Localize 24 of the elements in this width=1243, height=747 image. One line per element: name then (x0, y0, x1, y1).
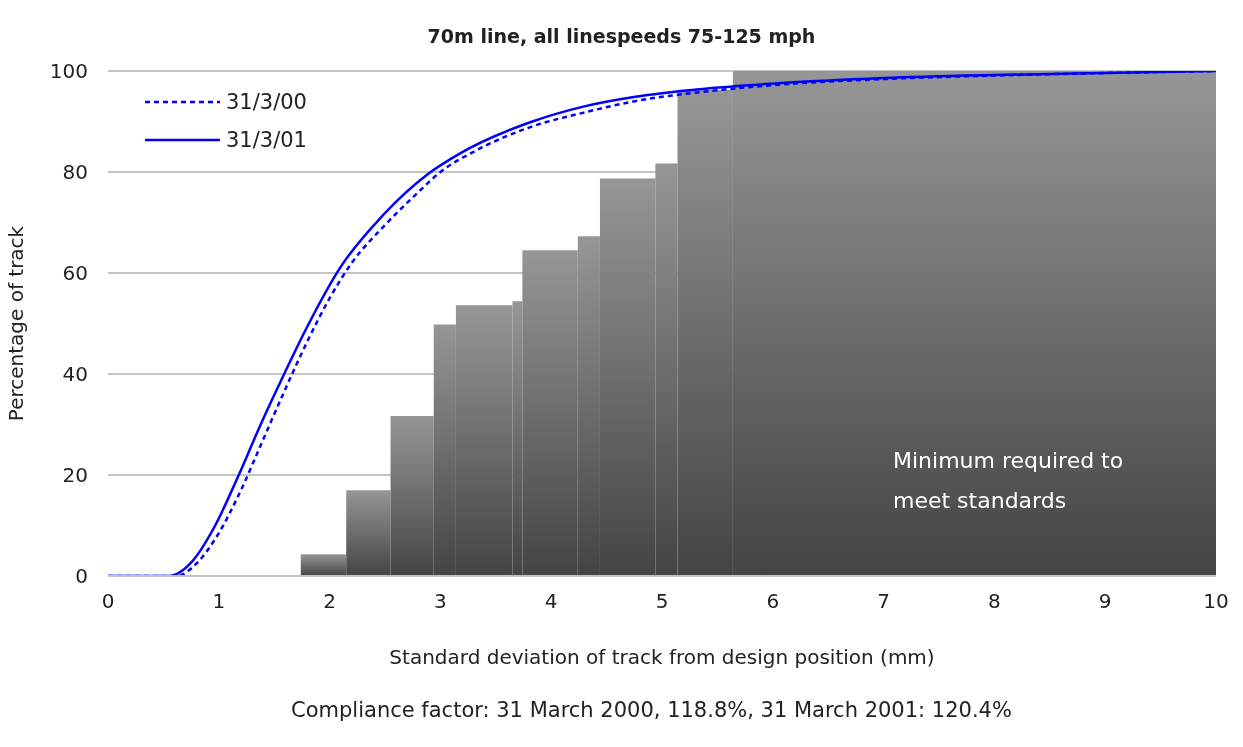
legend-label: 31/3/00 (226, 90, 307, 114)
y-tick-label: 20 (62, 463, 88, 488)
text: Compliance factor: 31 March 2000, 118.8%, 31 March 2001: 120.4% (290, 698, 1013, 722)
x-tick-label: 7 (877, 589, 890, 614)
legend-label: 31/3/01 (226, 128, 307, 152)
x-tick-label: 2 (323, 589, 336, 614)
x-tick-label: 3 (434, 589, 447, 614)
y-tick-label: 0 (75, 564, 88, 589)
x-tick-label: 9 (1098, 589, 1112, 614)
x-tick-label: 10 (1203, 589, 1229, 614)
y-tick-label: 100 (49, 59, 88, 84)
y-tick-label: 80 (62, 160, 88, 185)
chart-title: 70m line, all linespeeds 75-125 mph (427, 24, 816, 47)
y-tick-label: 40 (62, 362, 88, 387)
x-tick-label: 6 (766, 589, 780, 614)
x-tick-label: 5 (655, 589, 669, 614)
x-tick-label: 8 (988, 589, 1001, 614)
x-tick-label: 1 (212, 589, 226, 614)
y-axis-title: Percentage of track (4, 225, 29, 422)
x-tick-label: 4 (544, 589, 558, 614)
x-axis-title: Standard deviation of track from design position (mm) (389, 645, 935, 669)
x-tick-label: 0 (101, 589, 115, 614)
y-tick-label: 60 (62, 261, 88, 286)
annotation: Minimum required to meet standards (893, 447, 1125, 515)
